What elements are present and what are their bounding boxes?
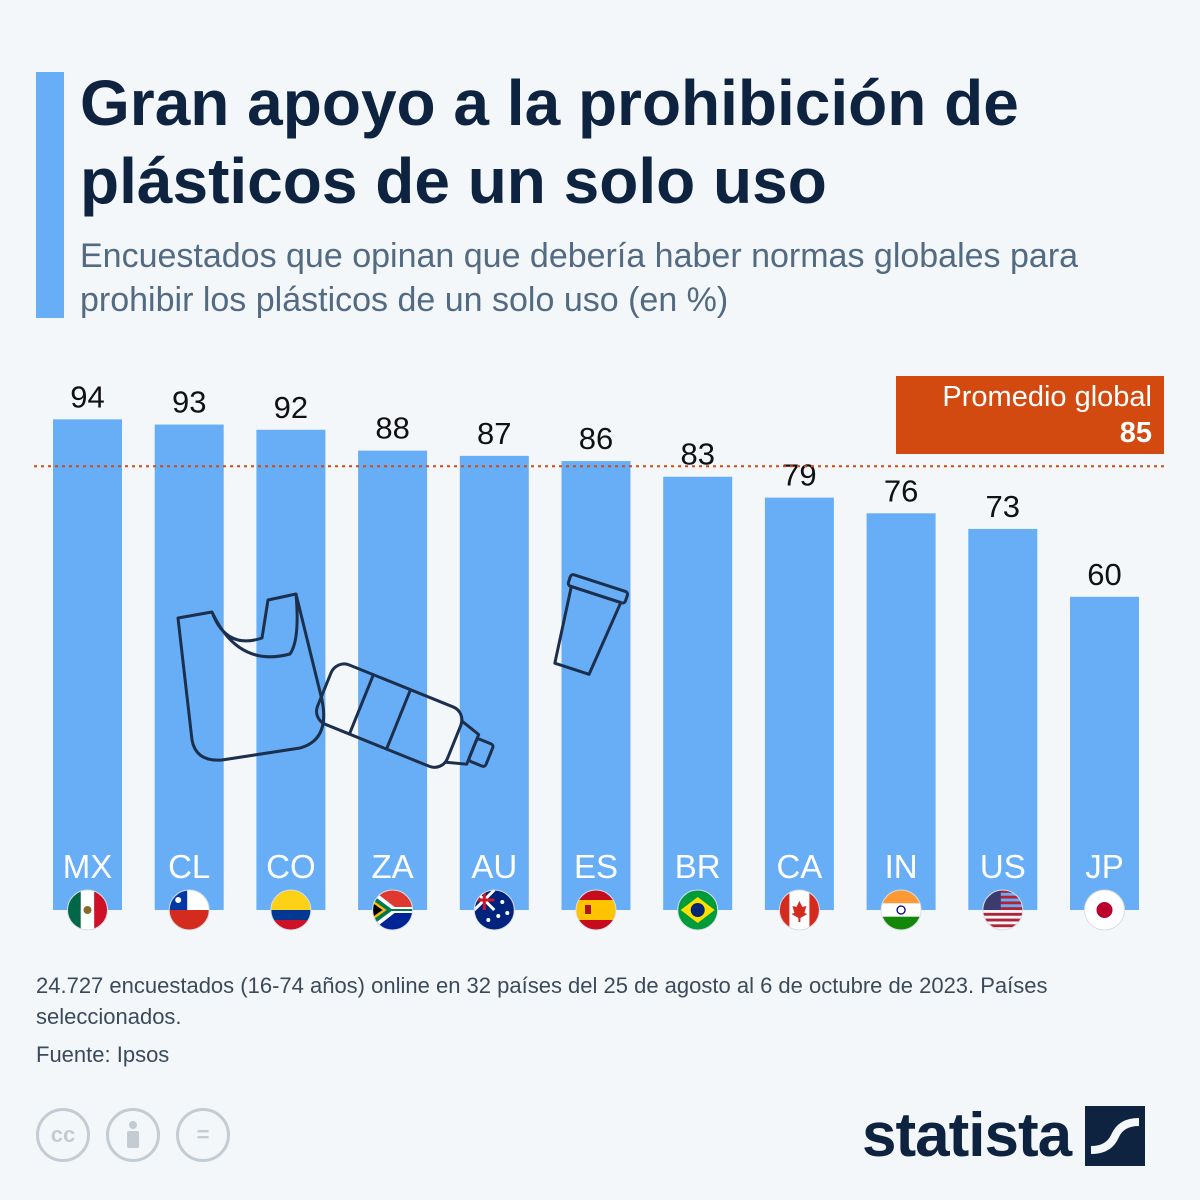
bar-chart: 94MX93CL92CO88ZA87AU86ES83BR79CA76IN73US…	[34, 379, 1166, 931]
data-label-jp: 60	[1087, 557, 1121, 592]
chile-flag-icon	[168, 889, 210, 931]
bar-cl	[154, 424, 224, 910]
plastic-bottle-icon	[315, 662, 495, 769]
bar-us	[968, 528, 1038, 910]
bar-br	[663, 476, 733, 910]
data-label-es: 86	[579, 421, 613, 456]
category-label-za: ZA	[372, 848, 414, 885]
usa-flag-icon	[982, 889, 1024, 931]
bar-in	[866, 513, 936, 910]
plastic-illustration	[176, 573, 630, 769]
global-average-label: Promedio global	[942, 381, 1152, 413]
cc-icon[interactable]: cc	[36, 1108, 90, 1162]
category-label-in: IN	[885, 848, 918, 885]
colombia-flag-icon	[270, 889, 312, 931]
category-label-us: US	[980, 848, 1026, 885]
global-average-value: 85	[1119, 417, 1152, 449]
category-label-br: BR	[675, 848, 721, 885]
bar-au	[459, 455, 529, 910]
attribution-icon[interactable]	[106, 1108, 160, 1162]
category-label-mx: MX	[63, 848, 113, 885]
category-label-au: AU	[471, 848, 517, 885]
data-label-mx: 94	[70, 379, 104, 414]
chart-subtitle: Encuestados que opinan que debería haber…	[80, 237, 1079, 319]
data-label-us: 73	[986, 489, 1020, 524]
canada-flag-icon	[778, 889, 820, 931]
no-derivatives-icon[interactable]: =	[176, 1108, 230, 1162]
category-label-jp: JP	[1085, 848, 1124, 885]
bar-jp	[1070, 596, 1139, 910]
statista-logo[interactable]: statista	[862, 1100, 1146, 1171]
india-flag-icon	[880, 889, 922, 931]
data-label-au: 87	[477, 416, 511, 451]
statista-mark-icon	[1085, 1105, 1146, 1166]
source-note: Fuente: Ipsos	[36, 1042, 170, 1067]
bar-es	[561, 461, 631, 910]
data-label-za: 88	[375, 411, 409, 446]
license-icons: cc =	[36, 1108, 230, 1162]
survey-footnote: 24.727 encuestados (16-74 años) online e…	[36, 973, 1048, 1029]
category-label-cl: CL	[168, 848, 210, 885]
chart-title: Gran apoyo a la prohibición de plásticos…	[80, 67, 1019, 217]
statista-wordmark: statista	[862, 1101, 1072, 1170]
data-label-cl: 93	[172, 385, 206, 420]
mexico-flag-icon	[67, 889, 108, 931]
south-africa-flag-icon	[372, 889, 414, 931]
bar-mx	[53, 419, 122, 910]
australia-flag-icon	[473, 889, 515, 931]
bar-za	[358, 450, 428, 910]
data-label-co: 92	[274, 390, 308, 425]
spain-flag-icon	[575, 889, 617, 931]
japan-flag-icon	[1084, 889, 1125, 931]
title-accent-bar	[36, 72, 64, 318]
category-label-ca: CA	[776, 848, 822, 885]
data-label-in: 76	[884, 473, 918, 508]
bar-ca	[764, 497, 834, 910]
category-label-es: ES	[574, 848, 618, 885]
brazil-flag-icon	[677, 889, 719, 931]
global-average-box: Promedio global 85	[896, 376, 1164, 454]
plastic-cup-icon	[553, 573, 630, 676]
category-label-co: CO	[266, 848, 316, 885]
data-label-ca: 79	[782, 458, 816, 493]
